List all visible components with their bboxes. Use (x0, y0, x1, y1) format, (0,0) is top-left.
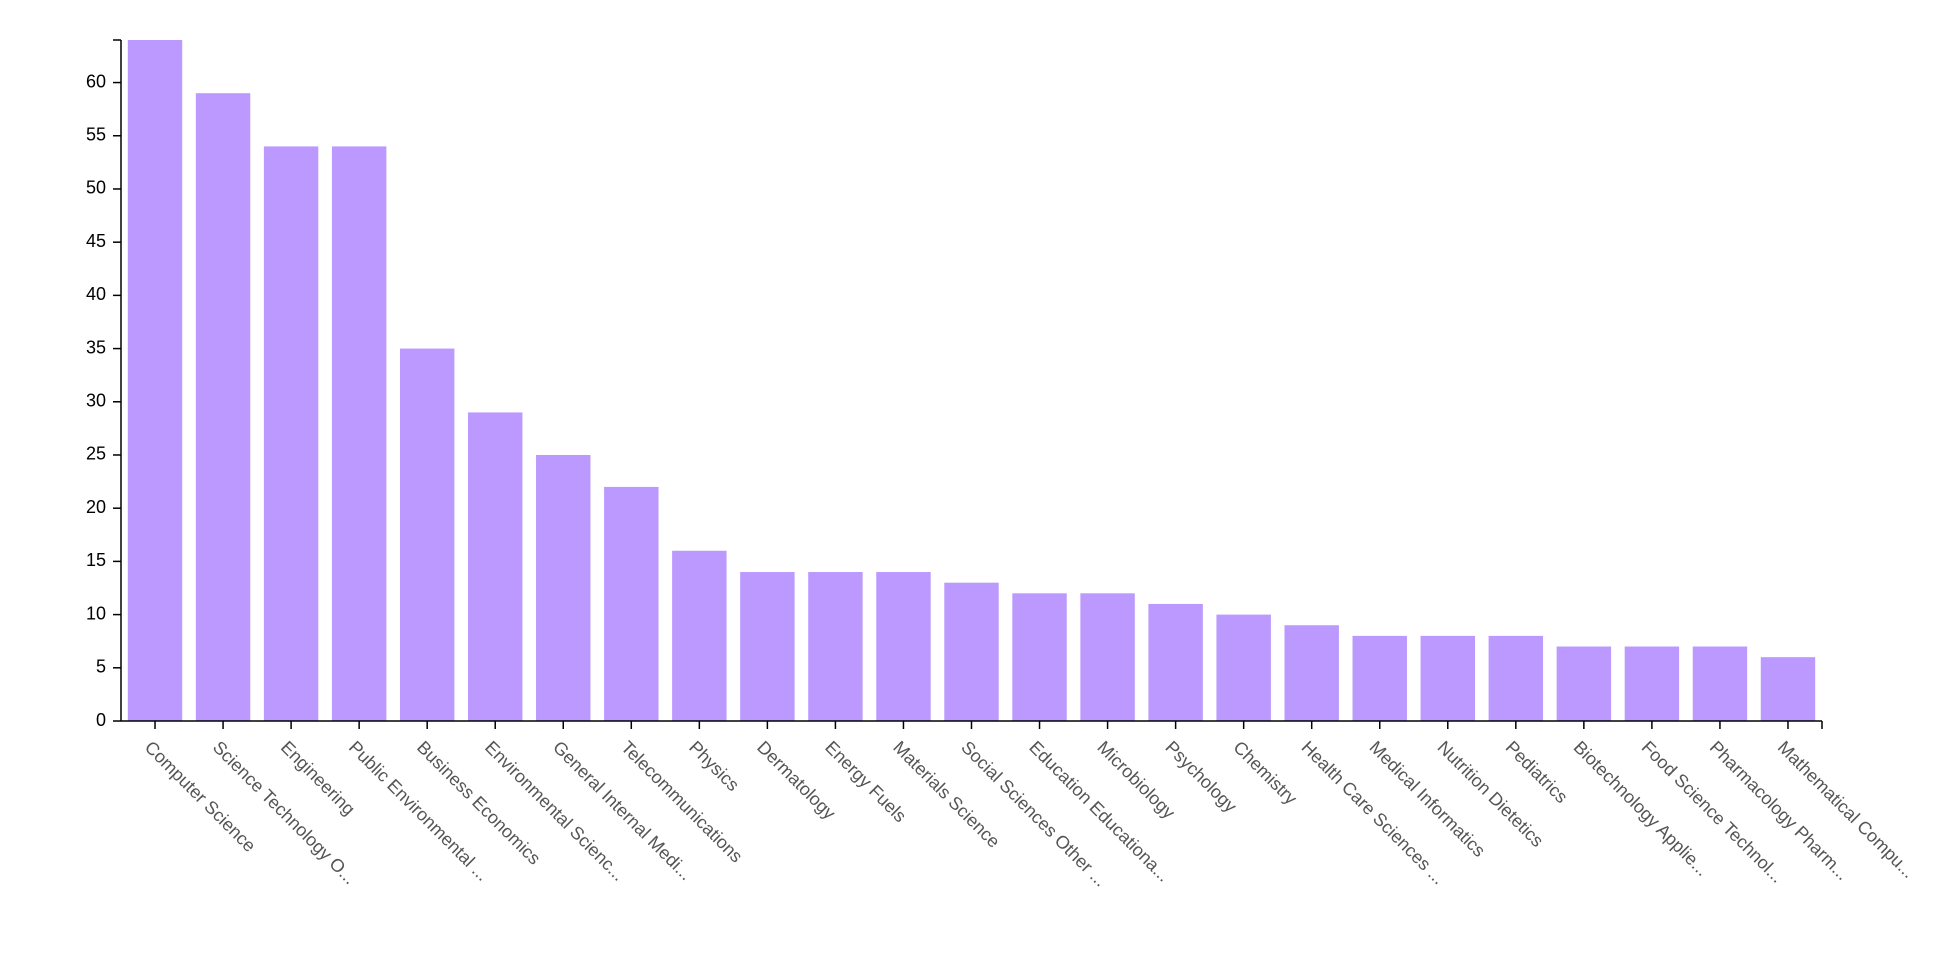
x-tick-label-17: Health Care Sciences ... (1298, 737, 1449, 888)
bar-22 (1624, 646, 1680, 721)
x-tick-label-13: Education Educationa... (1025, 737, 1174, 886)
x-tick-label-18: Medical Informatics (1366, 737, 1490, 861)
y-tick-label-10: 50 (86, 178, 106, 198)
x-tick-label-22: Food Science Technol... (1638, 737, 1788, 887)
bar-21 (1556, 646, 1612, 721)
x-tick-label-7: Telecommunications (617, 737, 746, 866)
x-tick-label-20: Pediatrics (1502, 737, 1572, 807)
x-tick-label-3: Public Environmental ... (345, 737, 493, 885)
bar-10 (808, 572, 863, 721)
bar-19 (1420, 635, 1475, 721)
bar-1 (195, 93, 251, 721)
bar-13 (1012, 593, 1067, 721)
y-tick-label-3: 15 (86, 550, 106, 570)
y-tick-label-0: 0 (96, 710, 106, 730)
y-axis: 0 5 10 15 20 25 30 35 40 45 50 55 60 (86, 39, 122, 730)
y-tick-label-6: 30 (86, 391, 106, 411)
x-tick-label-8: Physics (685, 737, 743, 795)
bar-20 (1488, 635, 1544, 721)
bar-12 (944, 582, 999, 721)
bar-11 (876, 572, 931, 721)
y-tick-label-2: 10 (86, 603, 106, 623)
y-tick-label-1: 5 (96, 657, 106, 677)
x-tick-label-21: Biotechnology Applie... (1570, 737, 1713, 880)
bar-4 (399, 348, 455, 721)
x-tick-label-23: Pharmacology Pharm... (1706, 737, 1853, 884)
bar-2 (263, 146, 319, 721)
bar-23 (1692, 646, 1748, 721)
bar-14 (1080, 593, 1135, 721)
y-tick-label-11: 55 (86, 125, 106, 145)
bar-17 (1284, 625, 1339, 721)
bar-16 (1216, 614, 1271, 721)
bars-group (127, 40, 1816, 721)
x-tick-label-5: Environmental Scienc... (481, 737, 629, 885)
bar-15 (1148, 603, 1203, 721)
x-tick-label-4: Business Economics (413, 737, 545, 869)
y-tick-label-4: 20 (86, 497, 106, 517)
y-tick-label-5: 25 (86, 444, 106, 464)
x-tick-label-16: Chemistry (1229, 737, 1300, 808)
y-tick-label-7: 35 (86, 337, 106, 357)
bar-0 (127, 40, 183, 721)
x-tick-label-24: Mathematical Compu... (1774, 737, 1919, 882)
bar-24 (1760, 657, 1816, 721)
bar-3 (331, 146, 387, 721)
y-tick-label-8: 40 (86, 284, 106, 304)
bar-9 (740, 572, 795, 721)
bar-8 (672, 550, 727, 721)
bar-6 (536, 454, 591, 721)
bar-5 (468, 412, 523, 721)
y-tick-label-9: 45 (86, 231, 106, 251)
y-tick-label-12: 60 (86, 71, 106, 91)
x-tick-label-6: General Internal Medi... (549, 737, 696, 884)
bar-18 (1352, 635, 1407, 721)
bar-7 (604, 486, 659, 721)
